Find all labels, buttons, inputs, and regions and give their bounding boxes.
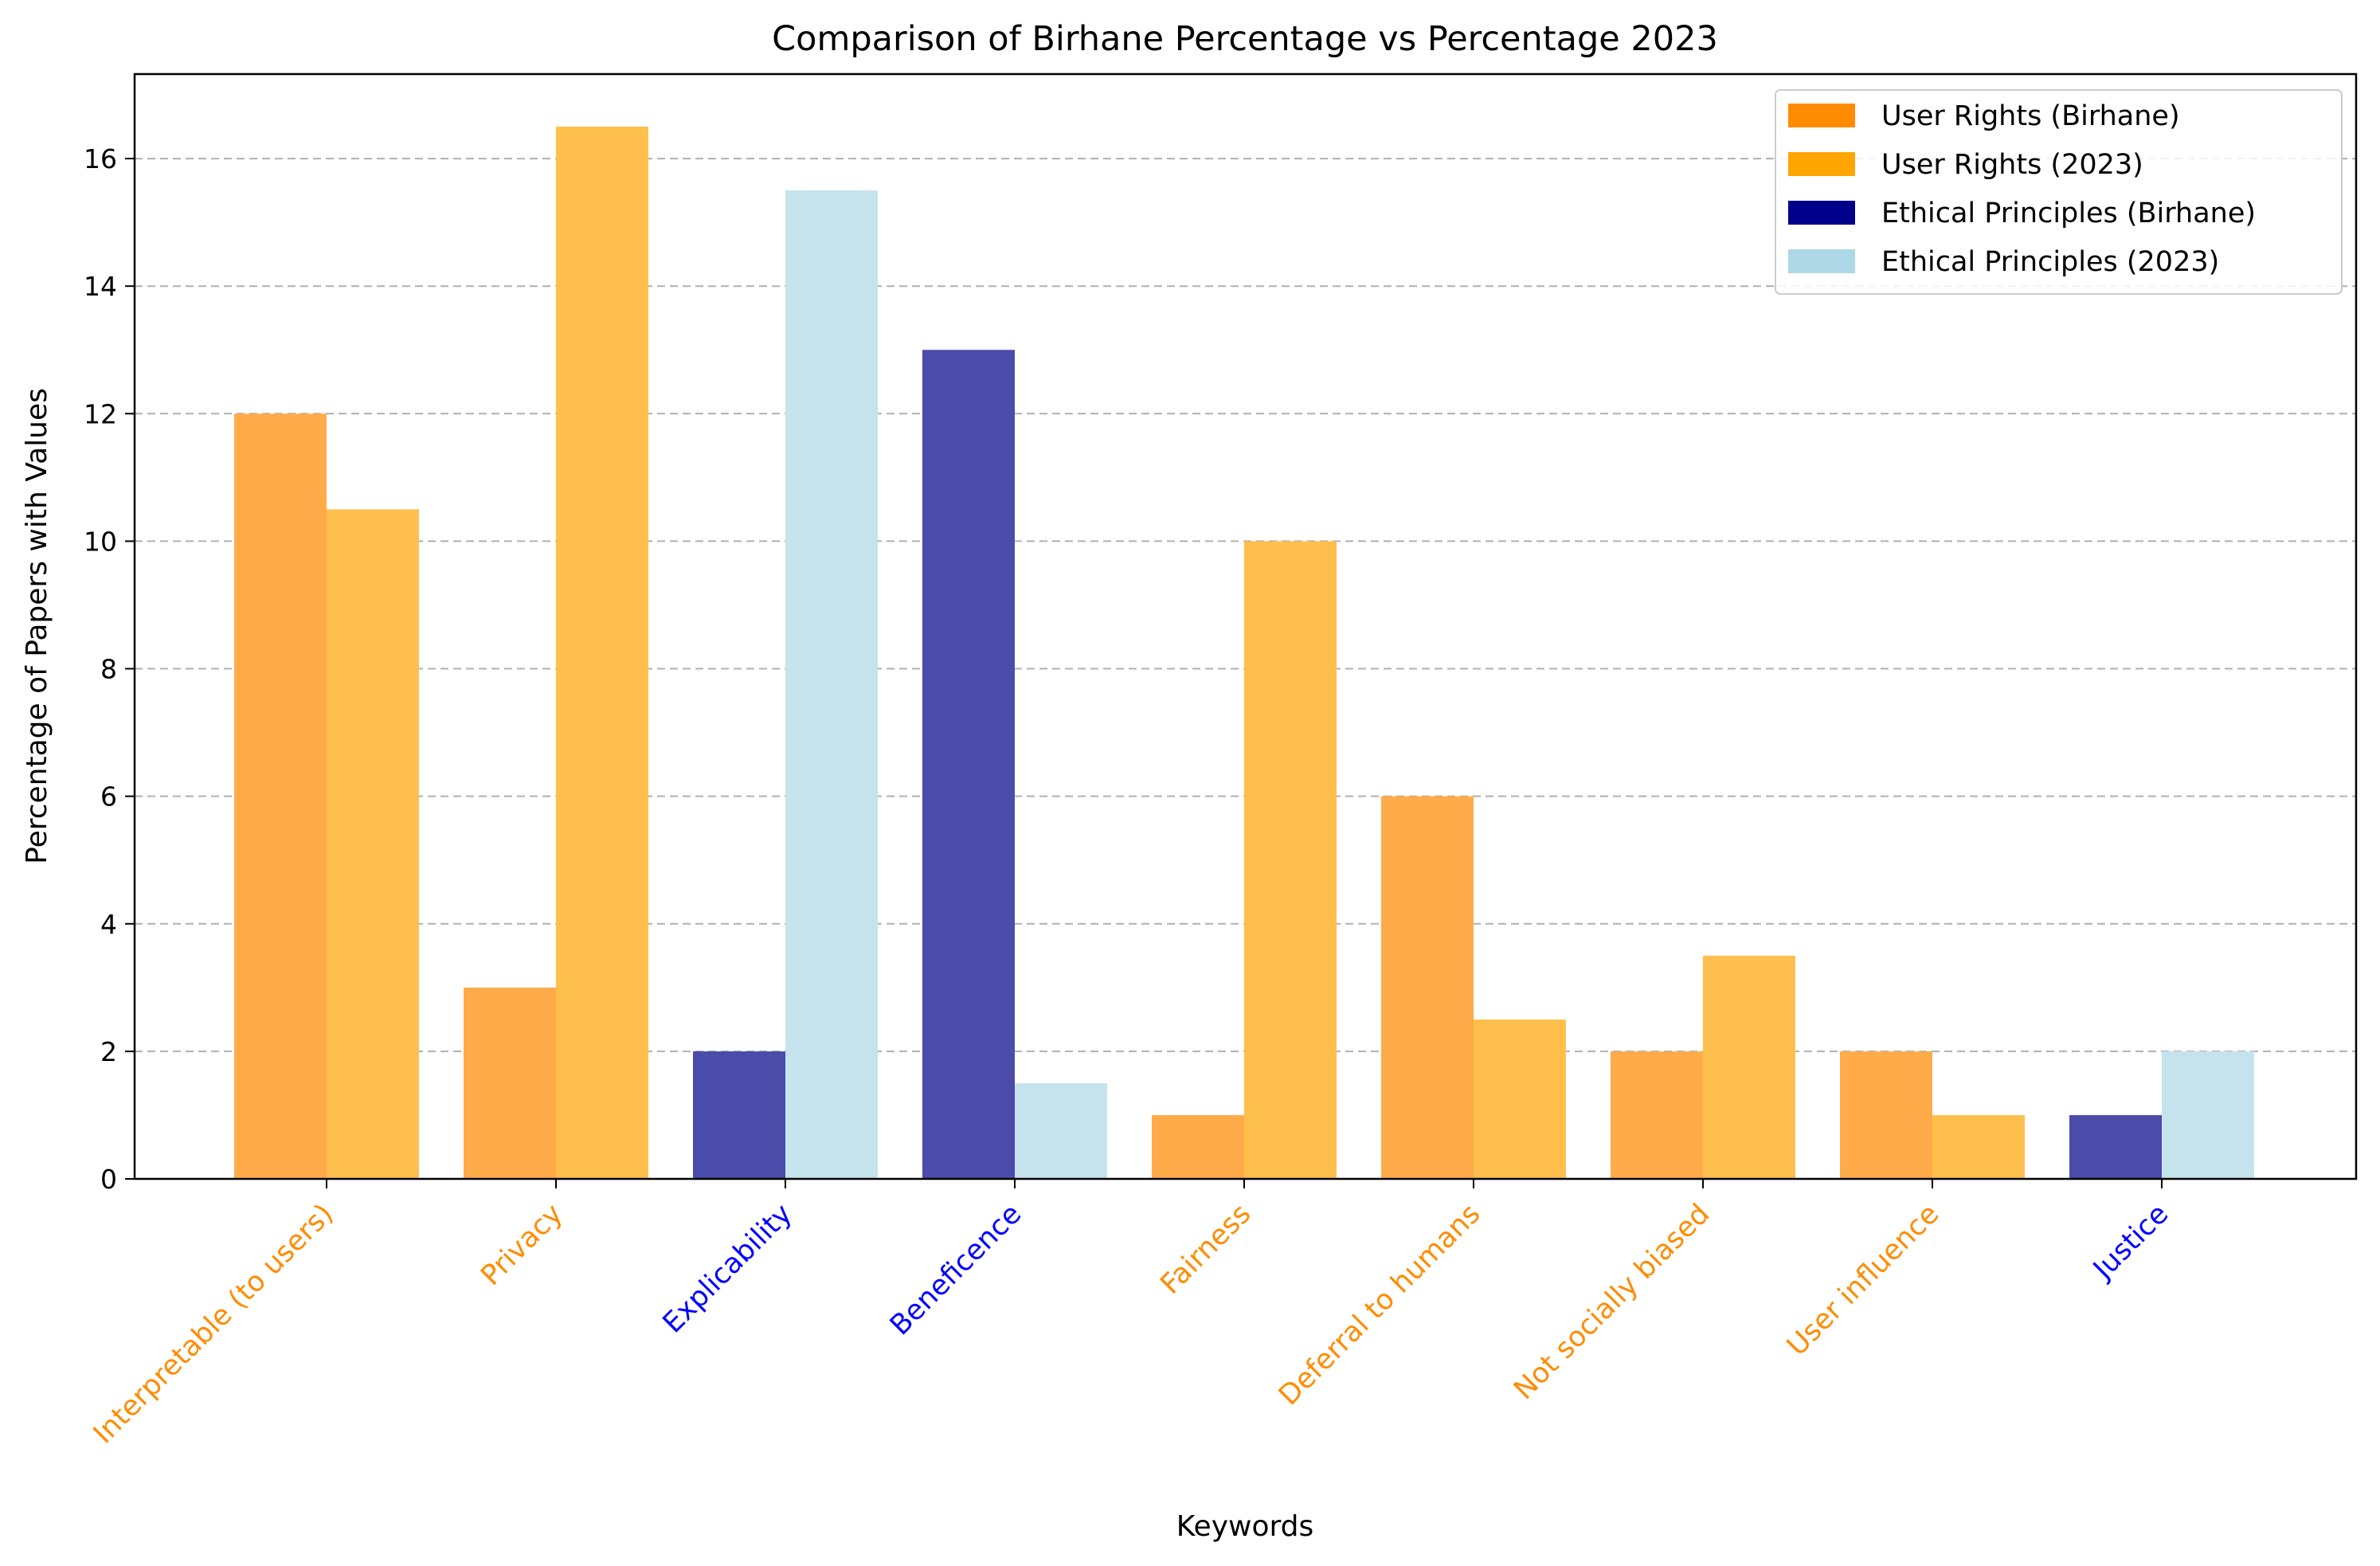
legend-box [1775,89,2343,295]
legend-swatch [1788,201,1855,225]
y-tick-label: 10 [84,526,117,557]
plot-frame [133,72,2358,1180]
legend-swatch [1788,104,1855,127]
legend-label: Ethical Principles (2023) [1881,246,2219,278]
bar-2023 [1244,541,1337,1179]
bar-2023 [1015,1082,1107,1179]
bar-2023 [556,127,648,1180]
y-axis: 0 2 4 6 8 10 12 14 16 [84,143,135,1195]
legend-label: Ethical Principles (Birhane) [1881,198,2256,229]
chart-title: Comparison of Birhane Percentage vs Perc… [772,19,1718,59]
bar-birhane [693,1051,785,1179]
bar-birhane [464,987,556,1179]
y-tick-label: 6 [100,781,117,812]
bar-2023 [1703,955,1795,1179]
y-tick-label: 0 [100,1164,117,1195]
legend-swatch [1788,152,1855,176]
legend-label: User Rights (2023) [1881,149,2143,181]
bar-birhane [1840,1051,1932,1179]
bar-birhane [1381,796,1474,1179]
bar-birhane [2069,1114,2162,1179]
y-tick-label: 14 [84,271,117,302]
bar-birhane [1152,1114,1244,1179]
y-axis-label: Percentage of Papers with Values [21,388,53,864]
legend-swatch [1788,249,1855,273]
y-tick-label: 2 [100,1036,117,1067]
bar-birhane [922,350,1015,1179]
bar-2023 [1474,1019,1566,1179]
bar-birhane [234,413,327,1179]
y-tick-label: 12 [84,398,117,429]
bar-2023 [785,190,878,1179]
bar-2023 [2162,1051,2254,1179]
bar-birhane [1611,1051,1703,1179]
x-axis-label: Keywords [1176,1510,1314,1543]
y-tick-label: 8 [100,654,117,685]
y-tick-label: 4 [100,909,117,940]
y-tick-label: 16 [84,143,117,174]
bars [234,127,2254,1180]
legend: User Rights (Birhane) User Rights (2023) E… [1775,89,2343,295]
bar-2023 [327,509,419,1179]
legend-label: User Rights (Birhane) [1881,100,2180,132]
bar-2023 [1932,1114,2025,1179]
